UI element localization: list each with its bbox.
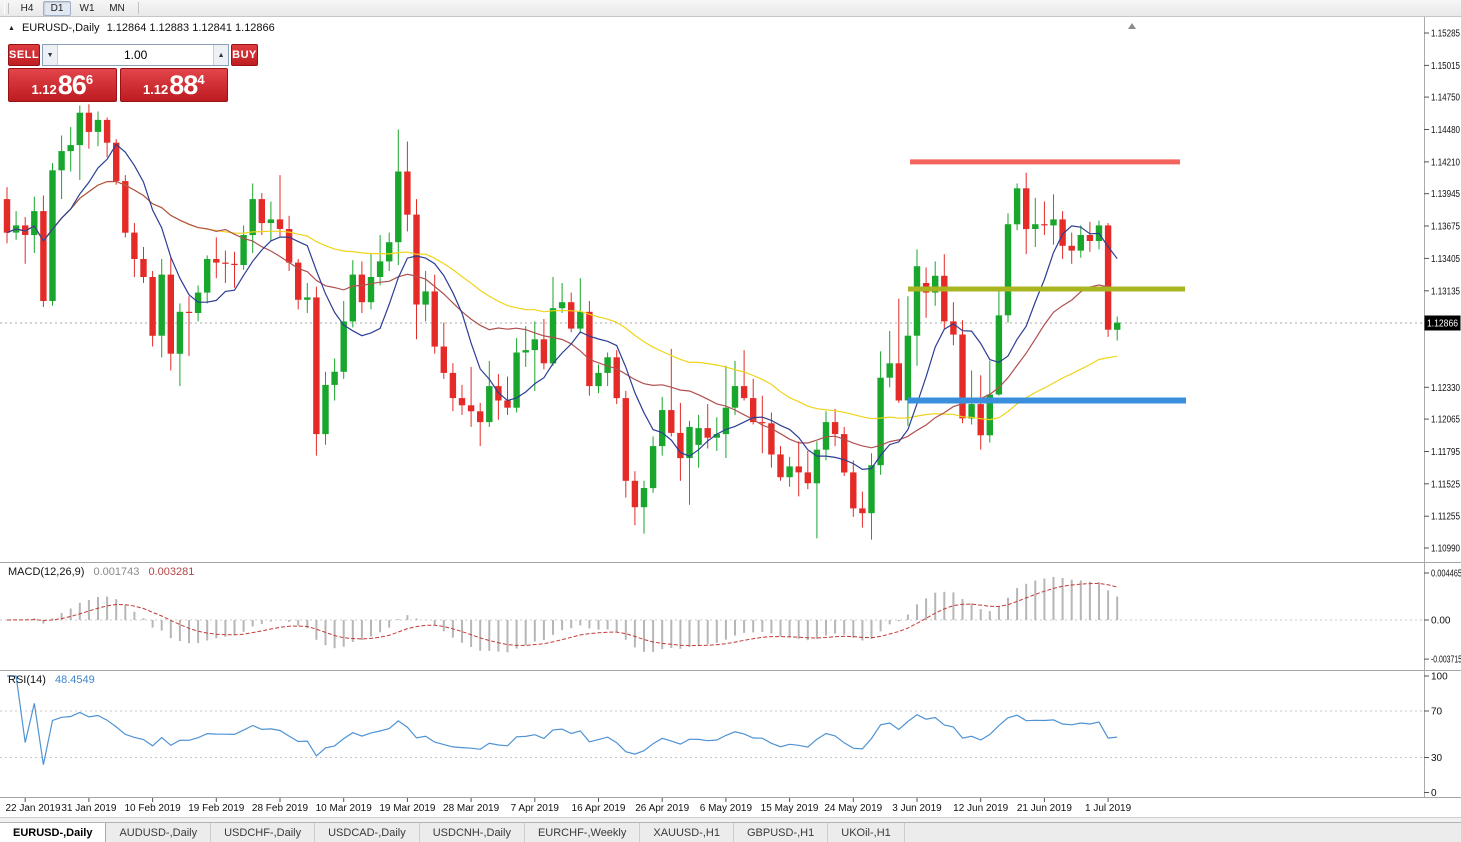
toolbar-separator: [138, 2, 139, 14]
price-axis[interactable]: 1.15285 1.15015 1.14750 1.14480 1.14210 1.139…: [1424, 29, 1460, 555]
svg-text:10 Feb 2019: 10 Feb 2019: [125, 803, 182, 814]
svg-text:-0.003715: -0.003715: [1431, 655, 1461, 666]
svg-text:28 Feb 2019: 28 Feb 2019: [252, 803, 309, 814]
svg-text:0: 0: [1431, 788, 1437, 799]
svg-text:21 Jun 2019: 21 Jun 2019: [1017, 803, 1072, 814]
rsi-pane: [0, 675, 1424, 765]
svg-text:1.14480: 1.14480: [1431, 125, 1460, 136]
tab-usdcad-daily[interactable]: USDCAD-,Daily: [315, 823, 420, 842]
svg-text:28 Mar 2019: 28 Mar 2019: [443, 803, 500, 814]
horizontal-scrollbar[interactable]: [0, 817, 1461, 823]
volume-increase-icon[interactable]: ▲: [213, 45, 229, 65]
svg-text:1.11795: 1.11795: [1431, 447, 1460, 458]
chart-ohlc-header: ▲ EURUSD-,Daily 1.12864 1.12883 1.12841 …: [8, 22, 275, 34]
tab-xauusd-h1[interactable]: XAUUSD-,H1: [640, 823, 734, 842]
one-click-trading-panel: SELL ▼ ▲ BUY 1.12 86 6 1.12 88 4: [8, 44, 258, 102]
svg-text:1.13405: 1.13405: [1431, 254, 1460, 265]
time-axis[interactable]: 22 Jan 2019 31 Jan 2019 10 Feb 2019 19 Feb …: [5, 798, 1132, 814]
svg-text:1.15015: 1.15015: [1431, 61, 1460, 72]
chart-symbol-label: EURUSD-,Daily: [21, 22, 100, 34]
rsi-value: 48.4549: [54, 674, 95, 686]
tab-audusd-daily[interactable]: AUDUSD-,Daily: [106, 823, 212, 842]
svg-text:30: 30: [1431, 753, 1443, 764]
svg-text:10 Mar 2019: 10 Mar 2019: [316, 803, 373, 814]
tab-usdchf-daily[interactable]: USDCHF-,Daily: [211, 823, 316, 842]
macd-main-value: 0.001743: [93, 566, 140, 578]
toolbar-drag-handle-icon[interactable]: [4, 2, 9, 14]
svg-text:1.12866: 1.12866: [1427, 319, 1458, 330]
buy-price-head: 1.12: [142, 82, 169, 97]
svg-text:6 May 2019: 6 May 2019: [700, 803, 753, 814]
rsi-indicator-label: RSI(14) 48.4549: [8, 674, 95, 686]
indicator-axes: 0.004465 0.00 -0.003715 100 70 30 0: [1424, 569, 1461, 799]
macd-signal-value: 0.003281: [148, 566, 195, 578]
svg-text:1.14210: 1.14210: [1431, 157, 1460, 168]
buy-price-button[interactable]: 1.12 88 4: [119, 68, 228, 102]
chart-background: [0, 17, 1461, 817]
svg-text:31 Jan 2019: 31 Jan 2019: [61, 803, 116, 814]
symbol-marker-icon: ▲: [8, 24, 15, 32]
svg-text:19 Mar 2019: 19 Mar 2019: [379, 803, 436, 814]
tab-gbpusd-h1[interactable]: GBPUSD-,H1: [734, 823, 829, 842]
tab-usdcnh-daily[interactable]: USDCNH-,Daily: [420, 823, 525, 842]
timeframe-button-mn[interactable]: MN: [109, 2, 125, 14]
sell-price-sup: 6: [85, 71, 94, 87]
buy-price-sup: 4: [197, 71, 205, 87]
svg-text:22 Jan 2019: 22 Jan 2019: [5, 803, 60, 814]
svg-text:15 May 2019: 15 May 2019: [761, 803, 819, 814]
sell-price-button[interactable]: 1.12 86 6: [8, 68, 117, 102]
svg-text:1.12065: 1.12065: [1431, 415, 1460, 426]
candlestick-series[interactable]: [3, 104, 1121, 540]
chart-tab-bar: EURUSD-,Daily AUDUSD-,Daily USDCHF-,Daily U…: [0, 822, 1461, 842]
macd-pane: [0, 576, 1424, 653]
svg-text:1.15285: 1.15285: [1431, 29, 1460, 40]
buy-price-big: 88: [169, 69, 198, 100]
chart-ohlc-values: 1.12864 1.12883 1.12841 1.12866: [106, 22, 275, 34]
sell-price-big: 86: [57, 69, 87, 100]
svg-text:1.10990: 1.10990: [1431, 544, 1460, 555]
svg-text:24 May 2019: 24 May 2019: [824, 803, 882, 814]
timeframe-toolbar: H4 D1 W1 MN: [0, 0, 1461, 17]
svg-text:1.13675: 1.13675: [1431, 222, 1460, 233]
chart-shift-marker-icon[interactable]: [1128, 23, 1136, 29]
volume-decrease-icon[interactable]: ▼: [43, 45, 59, 65]
sell-button[interactable]: SELL: [8, 44, 41, 66]
timeframe-button-w1[interactable]: W1: [79, 2, 95, 14]
macd-indicator-label: MACD(12,26,9) 0.001743 0.003281: [8, 566, 194, 578]
svg-text:70: 70: [1431, 707, 1443, 718]
svg-text:0.00: 0.00: [1431, 616, 1451, 627]
svg-text:26 Apr 2019: 26 Apr 2019: [635, 803, 689, 814]
tab-eurchf-weekly[interactable]: EURCHF-,Weekly: [525, 823, 641, 842]
svg-text:3 Jun 2019: 3 Jun 2019: [892, 803, 942, 814]
svg-text:1 Jul 2019: 1 Jul 2019: [1085, 803, 1132, 814]
macd-name: MACD(12,26,9): [8, 566, 85, 578]
tab-eurusd-daily[interactable]: EURUSD-,Daily: [0, 823, 107, 842]
sell-price-head: 1.12: [31, 82, 57, 97]
svg-text:1.13135: 1.13135: [1431, 286, 1460, 297]
svg-text:1.11255: 1.11255: [1431, 512, 1460, 523]
moving-average-lines: [6, 143, 1118, 471]
volume-box: ▼ ▲: [42, 44, 230, 66]
chart-canvas[interactable]: 1.15285 1.15015 1.14750 1.14480 1.14210 1.139…: [0, 0, 1461, 817]
svg-text:12 Jun 2019: 12 Jun 2019: [953, 803, 1008, 814]
svg-text:1.12330: 1.12330: [1431, 383, 1460, 394]
timeframe-button-h4[interactable]: H4: [20, 2, 34, 14]
rsi-name: RSI(14): [8, 674, 46, 686]
svg-text:19 Feb 2019: 19 Feb 2019: [188, 803, 245, 814]
svg-text:1.14750: 1.14750: [1431, 93, 1460, 104]
volume-input[interactable]: [58, 45, 214, 65]
svg-text:16 Apr 2019: 16 Apr 2019: [572, 803, 626, 814]
svg-text:7 Apr 2019: 7 Apr 2019: [511, 803, 560, 814]
timeframe-button-d1[interactable]: D1: [43, 0, 71, 16]
svg-text:100: 100: [1431, 672, 1448, 683]
current-price-badge: 1.12866: [1424, 315, 1461, 331]
svg-text:1.11525: 1.11525: [1431, 479, 1460, 490]
svg-text:1.13945: 1.13945: [1431, 189, 1460, 200]
buy-button[interactable]: BUY: [231, 44, 258, 66]
tab-ukoil-h1[interactable]: UKOil-,H1: [828, 823, 905, 842]
svg-text:0.004465: 0.004465: [1431, 569, 1461, 580]
